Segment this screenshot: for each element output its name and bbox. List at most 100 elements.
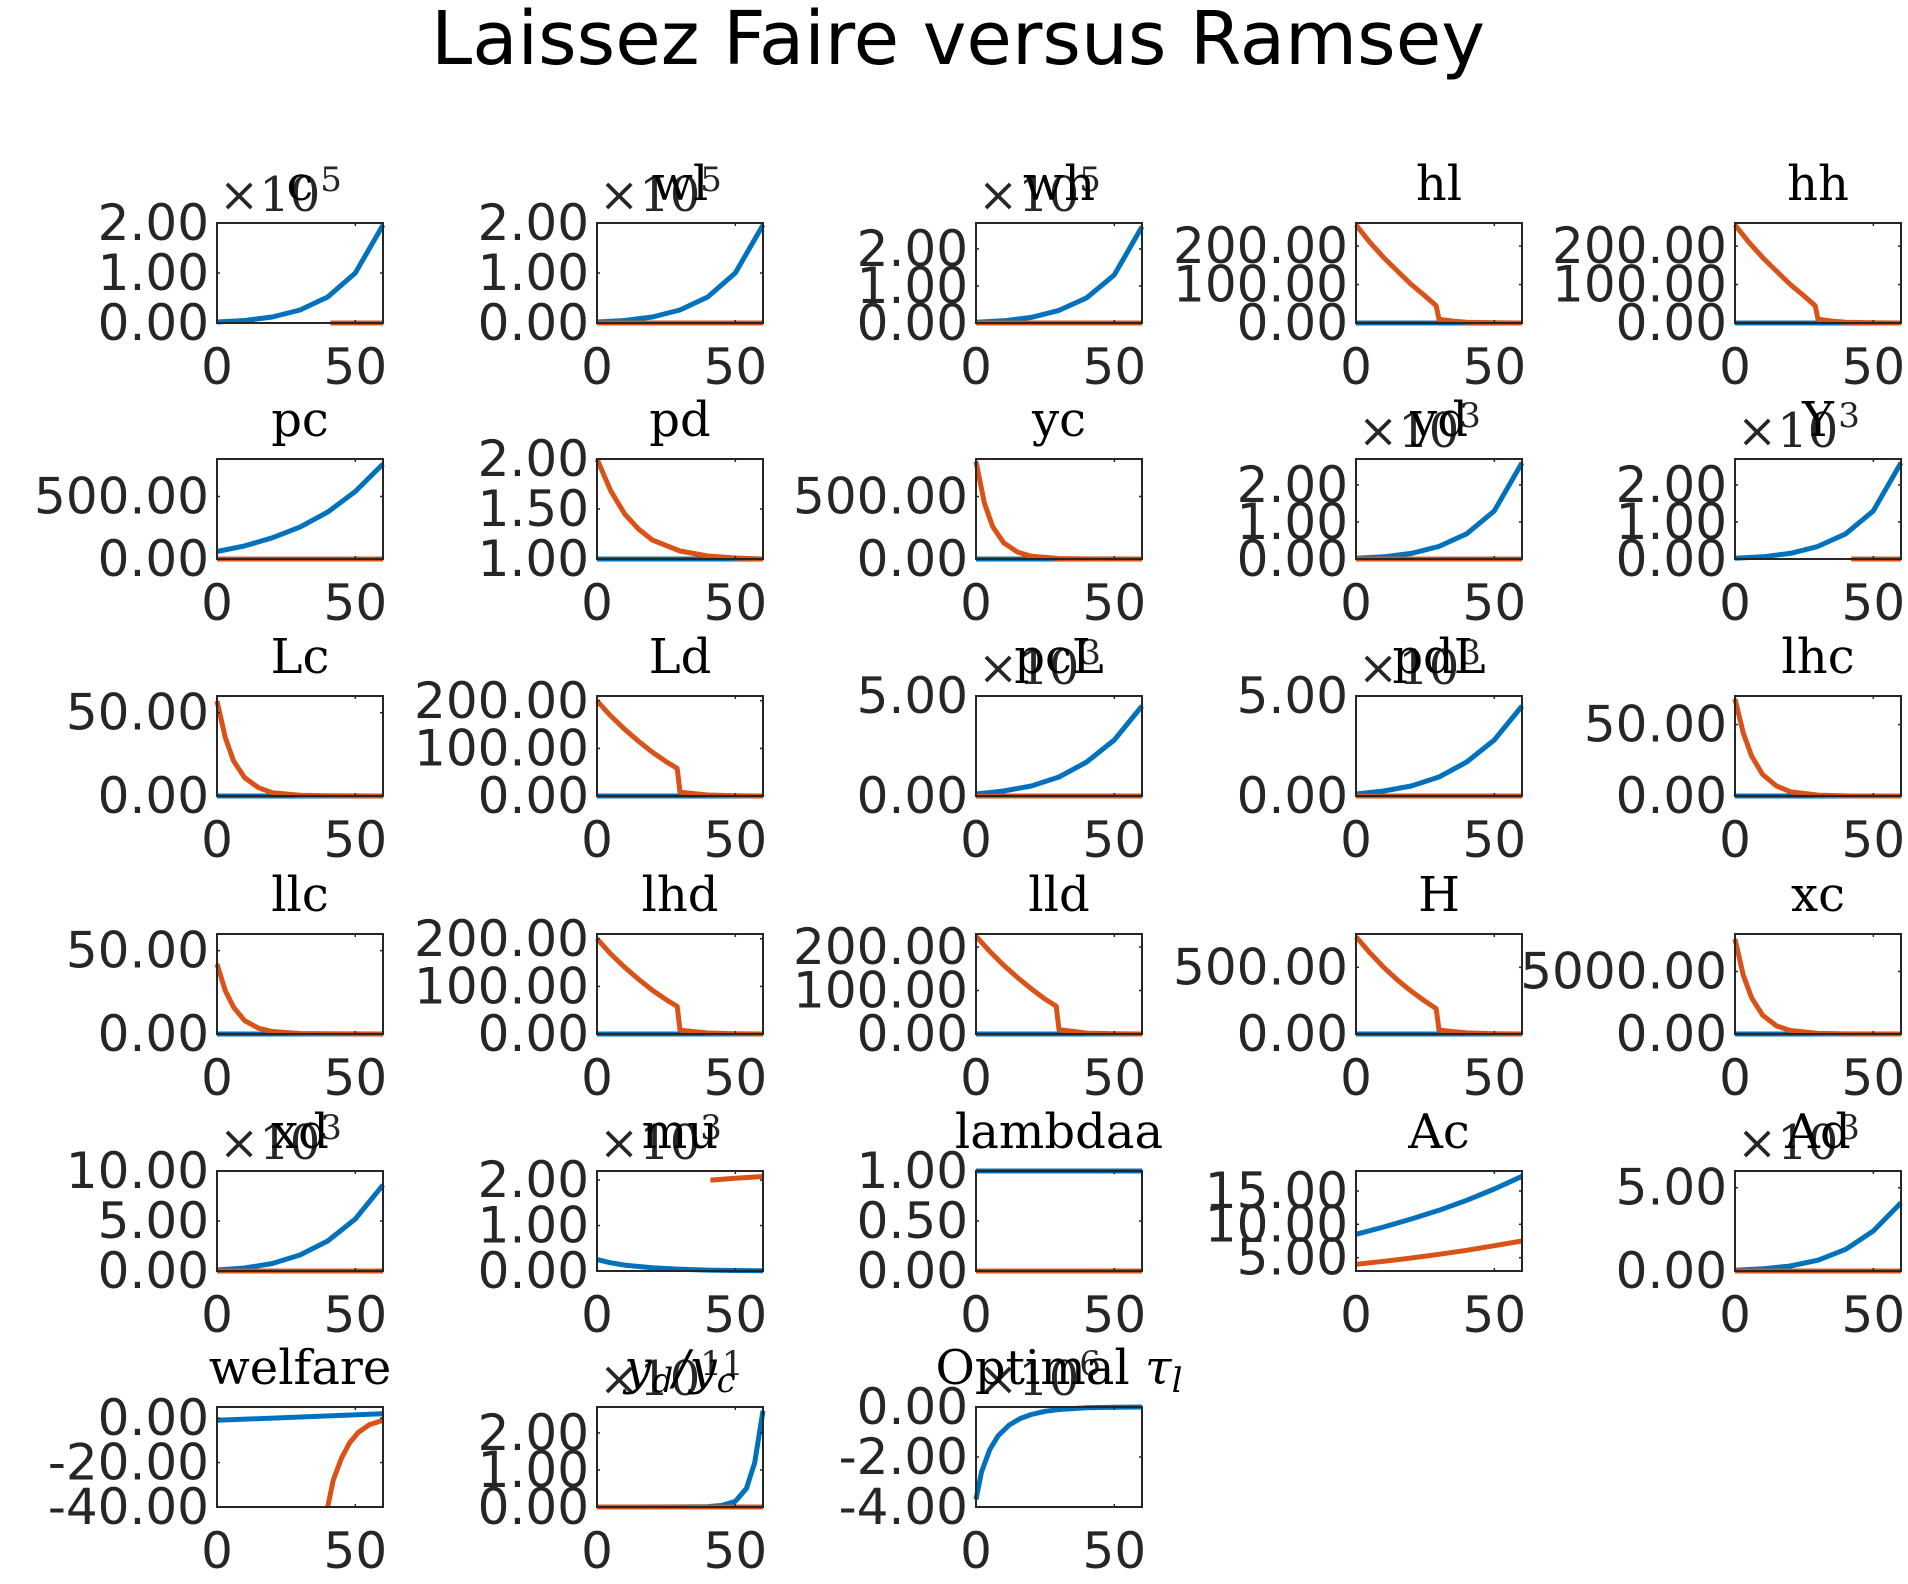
x-tick-label: 0 (581, 1286, 613, 1344)
series-line-2 (595, 699, 764, 799)
subplot-title: pd (649, 392, 710, 448)
subplot-title: wh (1023, 156, 1095, 212)
y-tick-label: 0.00 (857, 1005, 968, 1063)
y-tick-label: 10.00 (1205, 1195, 1348, 1253)
x-tick-label: 50 (1083, 811, 1147, 869)
y-tick-label: 500.00 (34, 468, 209, 526)
x-tick-label: 50 (1083, 574, 1147, 632)
axes-box (1734, 933, 1902, 1035)
axes-box (216, 1406, 384, 1508)
subplot-title: pcL (1014, 629, 1103, 685)
x-tick-label: 50 (1083, 1286, 1147, 1344)
subplot-title: llc (271, 867, 329, 923)
axes-box (975, 695, 1143, 797)
subplot-title: lhc (1781, 629, 1854, 685)
x-tick-label: 0 (1719, 338, 1751, 396)
y-tick-label: 100.00 (414, 957, 589, 1015)
series-line-1 (975, 225, 1145, 325)
x-tick-label: 0 (201, 1049, 233, 1107)
series-line-2 (1732, 698, 1902, 799)
y-tick-label: 5.00 (1237, 667, 1348, 725)
x-tick-label: 50 (1842, 1049, 1906, 1107)
series-line-1 (216, 1411, 384, 1423)
subplot-title: c (287, 156, 314, 212)
exponent-label: ×103 (599, 1108, 722, 1171)
x-tick-label: 0 (1719, 811, 1751, 869)
y-tick-label: 50.00 (1584, 696, 1727, 754)
series-line-1 (596, 1257, 764, 1274)
subplot-title: pdL (1392, 629, 1485, 685)
y-tick-label: 0.00 (478, 1478, 589, 1536)
x-tick-label: 50 (704, 1286, 768, 1344)
x-tick-label: 0 (581, 574, 613, 632)
series-line-1 (975, 704, 1144, 797)
subplot-16: 0 50 0.00 50.00 llc (66, 867, 387, 1107)
axes-box (596, 933, 764, 1035)
subplot-title: Lc (271, 629, 330, 685)
subplot-title: Ld (649, 629, 712, 685)
y-tick-label: 5.00 (857, 667, 968, 725)
y-tick-label: 0.00 (1616, 1005, 1727, 1063)
y-tick-label: 0.00 (857, 294, 968, 352)
y-tick-label: 0.00 (1616, 767, 1727, 825)
y-tick-label: -4.00 (839, 1478, 968, 1536)
series-line-1 (216, 223, 386, 325)
y-tick-label: 0.00 (857, 530, 968, 588)
y-tick-label: 5000.00 (1520, 943, 1727, 1001)
y-tick-label: 0.00 (1616, 1242, 1727, 1300)
series-line-1 (216, 462, 385, 554)
x-tick-label: 0 (1719, 1286, 1751, 1344)
series-line-2 (594, 458, 764, 562)
series-line-1 (1734, 1200, 1903, 1273)
series-line-1 (596, 223, 766, 325)
y-tick-label: 2.00 (478, 430, 589, 488)
x-tick-label: 50 (1463, 574, 1527, 632)
exponent-label: ×105 (599, 160, 722, 223)
subplot-title: yd/yc (622, 1340, 735, 1401)
series-line-2 (974, 934, 1143, 1037)
subplot-title: lld (1028, 867, 1089, 923)
axes-box (596, 1406, 764, 1508)
axes-box (1355, 458, 1523, 560)
y-tick-label: 100.00 (414, 719, 589, 777)
exponent-label: ×103 (1737, 396, 1860, 459)
y-tick-label: 2.00 (478, 194, 589, 252)
series-line-2 (1733, 223, 1902, 326)
exponent-label: ×106 (978, 1344, 1101, 1407)
axes-box (1734, 695, 1902, 797)
x-tick-label: 0 (960, 811, 992, 869)
x-tick-label: 0 (1719, 1049, 1751, 1107)
x-tick-label: 50 (1463, 338, 1527, 396)
y-tick-label: 100.00 (1552, 256, 1727, 314)
x-tick-label: 0 (1340, 1049, 1372, 1107)
y-tick-label: 0.00 (1237, 530, 1348, 588)
y-tick-label: 1.00 (478, 244, 589, 302)
subplot-title: pc (271, 392, 329, 448)
x-tick-label: 50 (1842, 338, 1906, 396)
exponent-label: ×103 (219, 1108, 342, 1171)
y-tick-label: 0.00 (857, 1242, 968, 1300)
y-tick-label: 1.00 (857, 257, 968, 315)
y-tick-label: 0.00 (1237, 1005, 1348, 1063)
subplot-title: Ad (1784, 1104, 1850, 1160)
axes-box (216, 695, 384, 797)
y-tick-label: 200.00 (414, 910, 589, 968)
y-tick-label: 0.00 (98, 767, 209, 825)
y-tick-label: 200.00 (793, 918, 968, 976)
y-tick-label: 0.00 (98, 530, 209, 588)
series-line-2 (973, 461, 1143, 562)
exponent-label: ×103 (1358, 396, 1481, 459)
